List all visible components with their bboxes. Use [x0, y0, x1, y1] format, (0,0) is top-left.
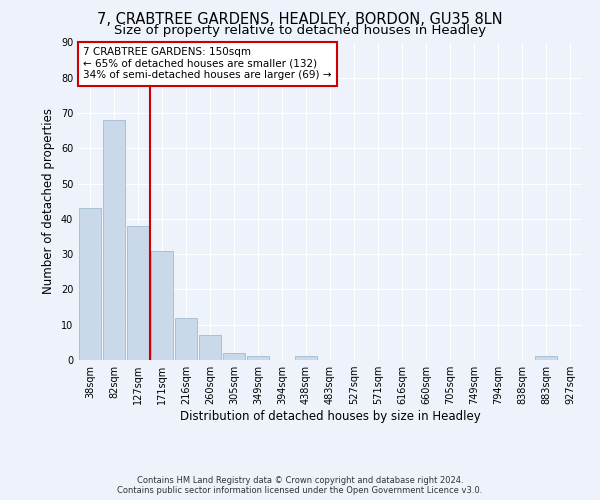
- Text: Contains HM Land Registry data © Crown copyright and database right 2024.
Contai: Contains HM Land Registry data © Crown c…: [118, 476, 482, 495]
- Text: Size of property relative to detached houses in Headley: Size of property relative to detached ho…: [114, 24, 486, 37]
- Bar: [223, 353, 245, 360]
- Bar: [127, 226, 149, 360]
- Bar: [199, 336, 221, 360]
- Text: 7 CRABTREE GARDENS: 150sqm
← 65% of detached houses are smaller (132)
34% of sem: 7 CRABTREE GARDENS: 150sqm ← 65% of deta…: [83, 48, 332, 80]
- Bar: [295, 356, 317, 360]
- Y-axis label: Number of detached properties: Number of detached properties: [42, 108, 55, 294]
- Bar: [175, 318, 197, 360]
- X-axis label: Distribution of detached houses by size in Headley: Distribution of detached houses by size …: [179, 410, 481, 423]
- Bar: [247, 356, 269, 360]
- Bar: [103, 120, 125, 360]
- Bar: [535, 356, 557, 360]
- Bar: [79, 208, 101, 360]
- Bar: [151, 250, 173, 360]
- Text: 7, CRABTREE GARDENS, HEADLEY, BORDON, GU35 8LN: 7, CRABTREE GARDENS, HEADLEY, BORDON, GU…: [97, 12, 503, 28]
